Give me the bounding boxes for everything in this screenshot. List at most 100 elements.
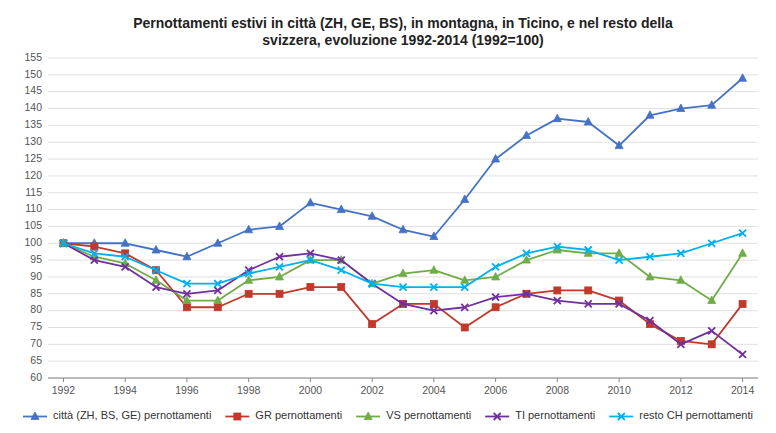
title: Pernottamenti estivi in città (ZH, GE, B… xyxy=(133,15,673,48)
x-tick xyxy=(63,378,64,382)
point xyxy=(276,263,283,270)
legend-item: VS pernottamenti xyxy=(356,409,471,421)
y-tick-label: 125 xyxy=(24,152,42,164)
y-tick-label: 60 xyxy=(30,371,42,383)
series xyxy=(60,230,746,291)
point xyxy=(369,321,376,328)
grid-line xyxy=(48,293,758,294)
grid-line xyxy=(48,310,758,311)
grid-line xyxy=(48,91,758,92)
legend-item: resto CH pernottamenti xyxy=(609,409,753,421)
point xyxy=(276,290,283,297)
x-tick-label: 1992 xyxy=(52,384,76,396)
point xyxy=(708,296,716,304)
grid-line xyxy=(48,243,758,244)
x-tick-label: 2008 xyxy=(546,384,570,396)
y-tick-label: 140 xyxy=(24,101,42,113)
legend-marker xyxy=(364,412,372,420)
point xyxy=(307,284,314,291)
point xyxy=(337,205,345,213)
x-tick xyxy=(248,378,249,382)
point xyxy=(121,239,129,247)
point xyxy=(616,257,623,264)
point xyxy=(554,297,561,304)
point xyxy=(91,243,98,250)
point xyxy=(646,253,653,260)
x-tick-label: 2010 xyxy=(607,384,631,396)
point xyxy=(461,324,468,331)
point xyxy=(368,212,376,220)
legend-label: città (ZH, BS, GE) pernottamenti xyxy=(53,409,211,421)
point xyxy=(492,294,499,301)
grid-line xyxy=(48,142,758,143)
point xyxy=(677,341,684,348)
y-tick-label: 90 xyxy=(30,270,42,282)
point xyxy=(91,257,98,264)
point xyxy=(152,276,160,284)
point xyxy=(739,351,746,358)
x-tick-label: 1996 xyxy=(175,384,199,396)
chart: città (ZH, BS, GE) pernottamentiGR perno… xyxy=(0,0,776,433)
point xyxy=(153,267,160,274)
point xyxy=(214,304,221,311)
point xyxy=(60,240,67,247)
line xyxy=(63,78,742,257)
point xyxy=(492,272,500,280)
point xyxy=(708,341,715,348)
point xyxy=(708,327,715,334)
line xyxy=(63,243,742,354)
legend-label: VS pernottamenti xyxy=(386,409,471,421)
point xyxy=(276,272,284,280)
point xyxy=(492,263,499,270)
legend-marker xyxy=(618,413,625,420)
point xyxy=(153,284,160,291)
legend-label: TI pernottamenti xyxy=(515,409,595,421)
point xyxy=(245,225,253,233)
point xyxy=(615,249,623,256)
point xyxy=(646,272,654,280)
point xyxy=(245,290,252,297)
y-tick-label: 65 xyxy=(30,354,42,366)
point xyxy=(183,304,190,311)
x-axis-line xyxy=(48,378,758,379)
y-tick-label: 130 xyxy=(24,135,42,147)
point xyxy=(338,257,345,264)
point xyxy=(430,307,437,314)
point xyxy=(430,284,437,291)
point xyxy=(492,304,499,311)
x-tick-label: 2012 xyxy=(669,384,693,396)
point xyxy=(214,287,221,294)
point xyxy=(91,250,98,257)
point xyxy=(245,270,252,277)
x-tick xyxy=(433,378,434,382)
point xyxy=(183,280,190,287)
point xyxy=(400,284,407,291)
grid-line xyxy=(48,125,758,126)
x-tick xyxy=(495,378,496,382)
legend-marker xyxy=(31,412,39,420)
y-tick-label: 95 xyxy=(30,253,42,265)
point xyxy=(152,246,160,254)
title-line: svizzera, evoluzione 1992-2014 (1992=100… xyxy=(262,32,543,48)
point xyxy=(646,317,653,324)
point xyxy=(59,239,67,247)
point xyxy=(276,222,284,230)
point xyxy=(677,276,685,284)
point xyxy=(307,257,314,264)
point xyxy=(59,239,67,247)
y-tick-label: 110 xyxy=(25,202,42,214)
legend-item: città (ZH, BS, GE) pernottamenti xyxy=(23,409,211,421)
point xyxy=(338,267,345,274)
series xyxy=(59,74,746,260)
point xyxy=(400,300,407,307)
legend: città (ZH, BS, GE) pernottamentiGR perno… xyxy=(23,409,753,421)
point xyxy=(739,249,747,256)
point xyxy=(461,304,468,311)
point xyxy=(739,230,746,237)
grid-line xyxy=(48,209,758,210)
x-tick xyxy=(310,378,311,382)
x-tick-label: 2000 xyxy=(299,384,323,396)
point xyxy=(584,118,592,126)
point xyxy=(153,267,160,274)
point xyxy=(183,252,191,260)
